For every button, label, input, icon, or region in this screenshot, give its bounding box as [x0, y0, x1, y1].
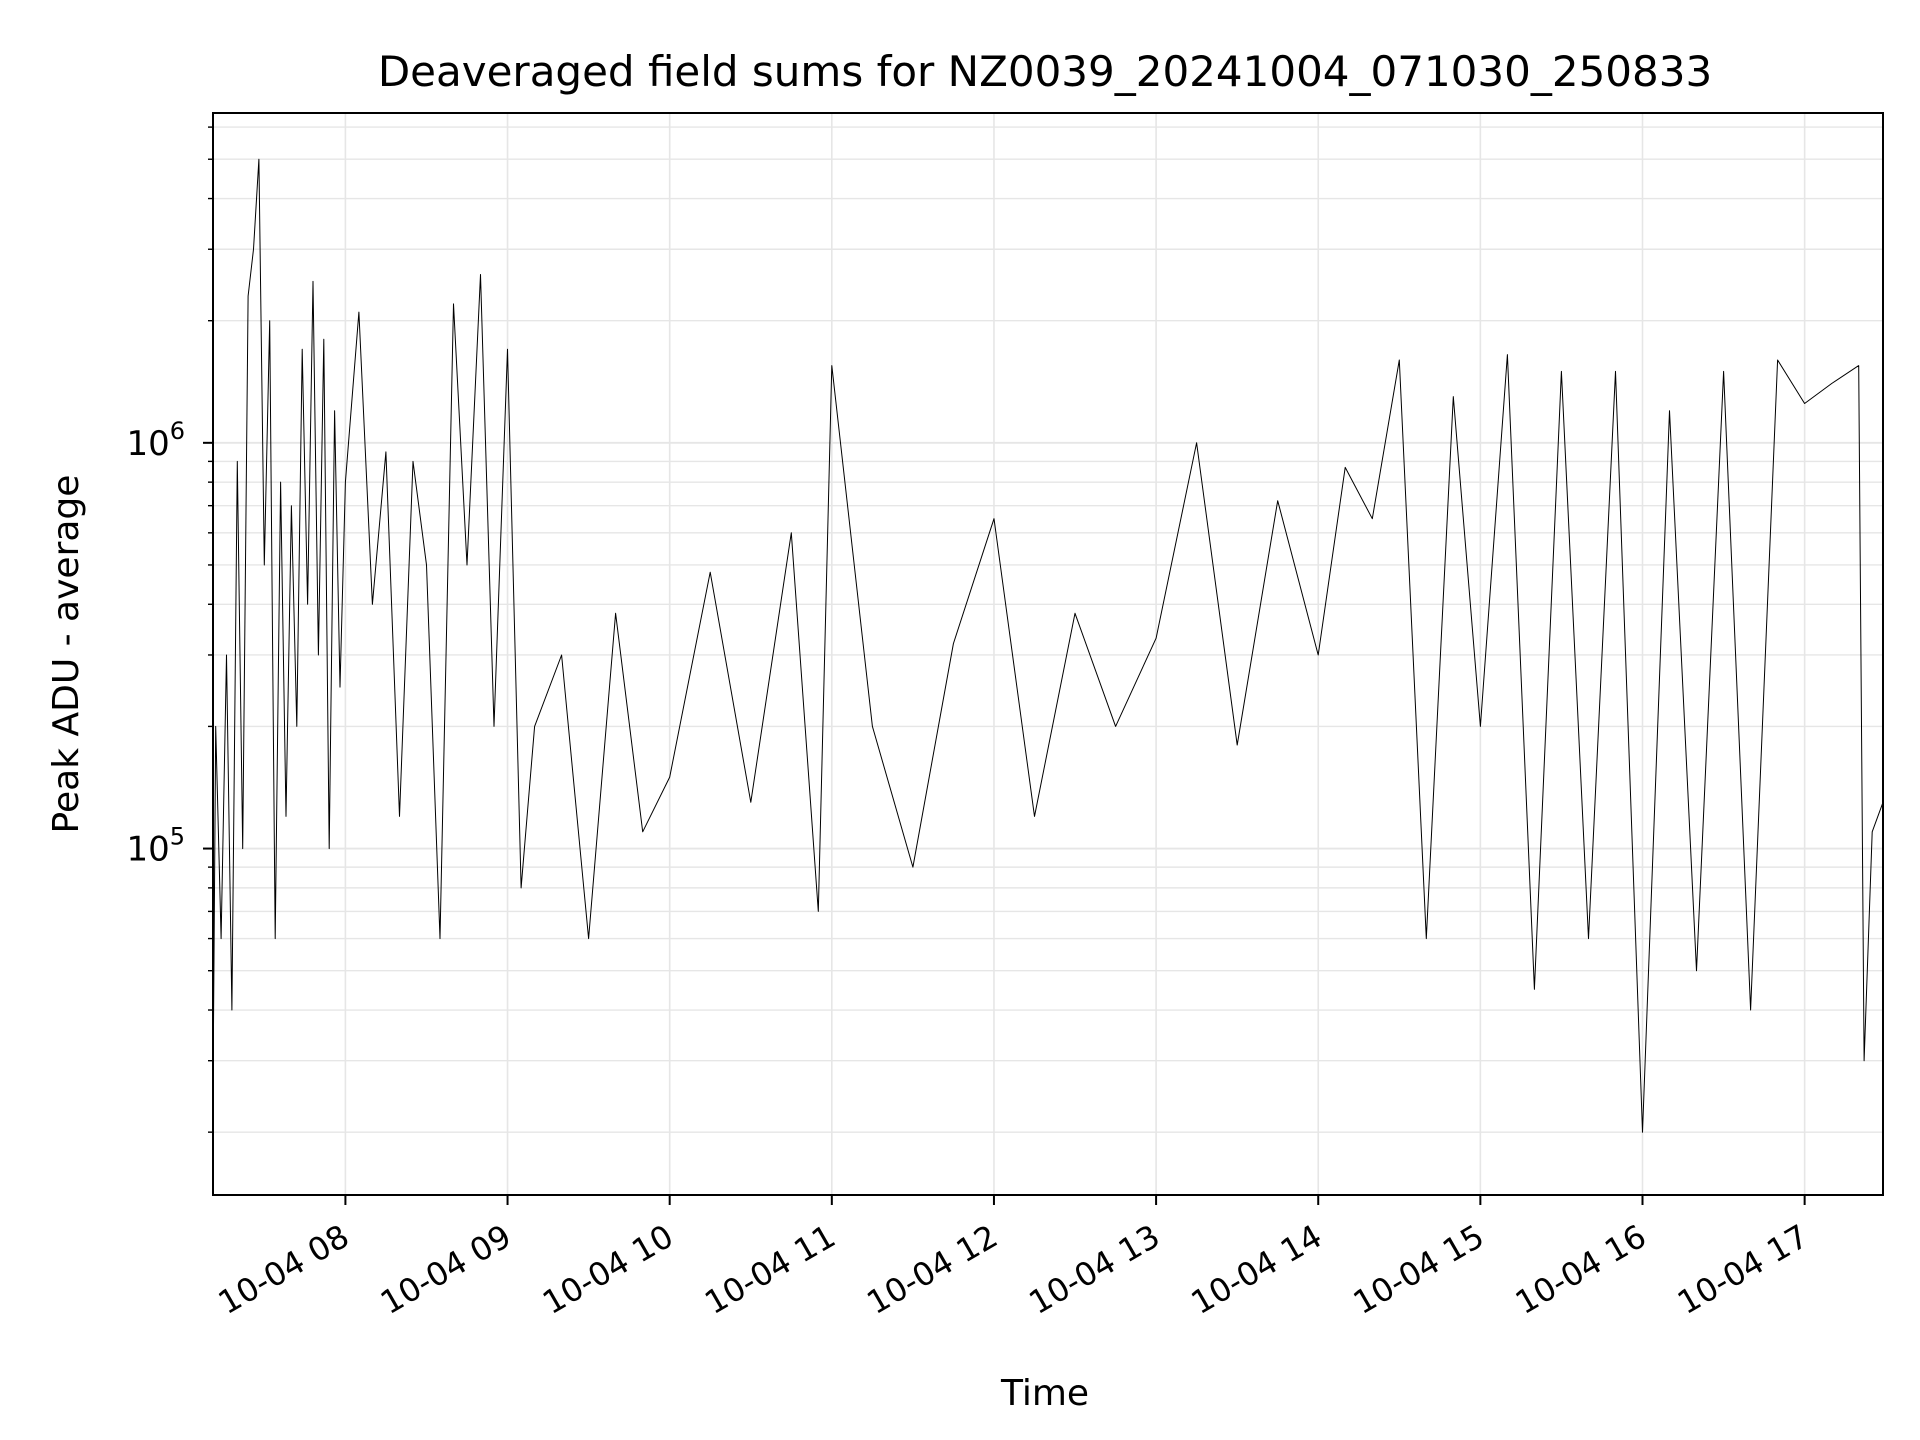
y-axis: 105 106 [126, 126, 213, 1133]
chart-title: Deaveraged field sums for NZ0039_2024100… [378, 47, 1712, 96]
series-layer [212, 158, 1884, 1133]
y-tick-label: 106 [126, 417, 185, 464]
y-axis-label: Peak ADU - average [46, 475, 87, 834]
grid-lines [213, 113, 1883, 1195]
y-tick-label: 105 [126, 823, 185, 870]
series-line [212, 158, 1884, 1133]
x-axis-label: Time [1000, 1373, 1089, 1414]
plot-frame [212, 112, 1884, 1196]
